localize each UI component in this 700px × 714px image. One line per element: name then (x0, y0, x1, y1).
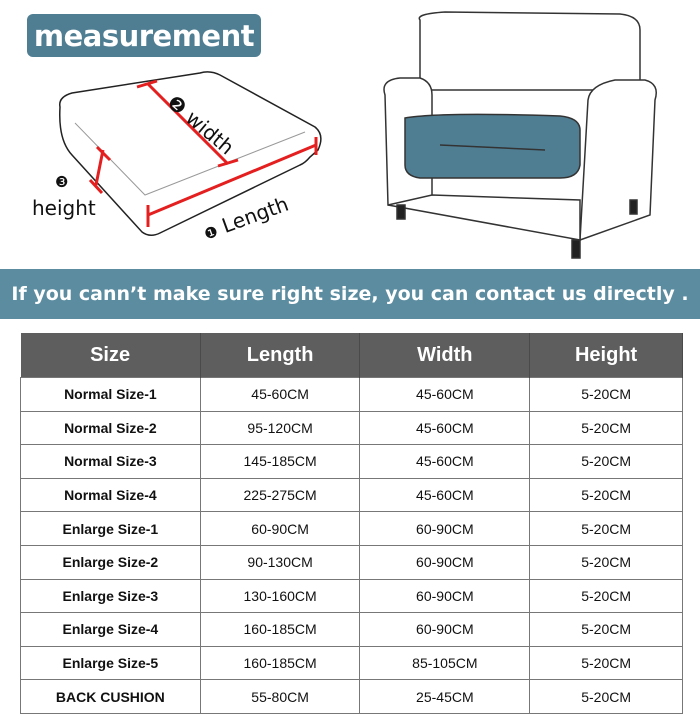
table-row: BACK CUSHION 55-80CM 25-45CM 5-20CM (20, 679, 683, 714)
table-row: Enlarge Size-1 60-90CM 60-90CM 5-20CM (20, 511, 683, 546)
height-number: ❸ (55, 173, 69, 191)
length-cell: 45-60CM (199, 377, 361, 412)
size-cell: BACK CUSHION (20, 679, 201, 714)
measurement-illustration (59, 11, 657, 259)
size-cell: Enlarge Size-2 (20, 544, 201, 580)
height-cell: 5-20CM (529, 578, 683, 614)
table-row: Normal Size-3 145-185CM 45-60CM 5-20CM (20, 444, 683, 479)
length-cell: 90-130CM (199, 544, 361, 580)
height-cell: 5-20CM (529, 645, 683, 681)
size-cell: Enlarge Size-3 (20, 578, 201, 614)
header-length: Length (200, 333, 361, 378)
contact-banner: If you cann’t make sure right size, you … (0, 269, 700, 319)
table-row: Enlarge Size-5 160-185CM 85-105CM 5-20CM (20, 645, 683, 681)
width-cell: 60-90CM (359, 511, 531, 546)
length-cell: 160-185CM (199, 612, 361, 647)
header-width: Width (359, 333, 531, 378)
table-row: Normal Size-4 225-275CM 45-60CM 5-20CM (20, 477, 683, 513)
size-cell: Enlarge Size-5 (20, 645, 201, 681)
width-cell: 45-60CM (359, 444, 531, 479)
table-row: Normal Size-1 45-60CM 45-60CM 5-20CM (20, 377, 683, 412)
height-cell: 5-20CM (529, 679, 683, 714)
length-cell: 60-90CM (199, 511, 361, 546)
length-cell: 160-185CM (199, 645, 361, 681)
length-cell: 130-160CM (199, 578, 361, 614)
size-cell: Normal Size-3 (20, 444, 201, 479)
width-cell: 60-90CM (359, 612, 531, 647)
size-cell: Normal Size-4 (20, 477, 201, 513)
height-cell: 5-20CM (529, 477, 683, 513)
header-height: Height (529, 333, 683, 378)
size-cell: Normal Size-2 (20, 410, 201, 446)
header-size: Size (20, 333, 201, 378)
height-label: height (32, 196, 96, 220)
height-cell: 5-20CM (529, 377, 683, 412)
size-cell: Normal Size-1 (20, 377, 201, 412)
width-cell: 45-60CM (359, 477, 531, 513)
width-cell: 60-90CM (359, 544, 531, 580)
length-cell: 145-185CM (199, 444, 361, 479)
table-row: Enlarge Size-4 160-185CM 60-90CM 5-20CM (20, 612, 683, 647)
height-cell: 5-20CM (529, 544, 683, 580)
height-cell: 5-20CM (529, 612, 683, 647)
width-cell: 85-105CM (359, 645, 531, 681)
length-cell: 55-80CM (199, 679, 361, 714)
table-row: Enlarge Size-3 130-160CM 60-90CM 5-20CM (20, 578, 683, 614)
measurement-title: measurement (27, 14, 261, 57)
width-cell: 25-45CM (359, 679, 531, 714)
height-cell: 5-20CM (529, 410, 683, 446)
length-cell: 225-275CM (199, 477, 361, 513)
table-row: Normal Size-2 95-120CM 45-60CM 5-20CM (20, 410, 683, 446)
width-cell: 45-60CM (359, 377, 531, 412)
size-table: Size Length Width Height Normal Size-1 45-60… (20, 333, 683, 714)
armchair-illustration (383, 11, 657, 259)
measure-lines (88, 79, 318, 227)
width-cell: 45-60CM (359, 410, 531, 446)
table-row: Enlarge Size-2 90-130CM 60-90CM 5-20CM (20, 544, 683, 580)
width-cell: 60-90CM (359, 578, 531, 614)
size-cell: Enlarge Size-4 (20, 612, 201, 647)
height-cell: 5-20CM (529, 444, 683, 479)
height-cell: 5-20CM (529, 511, 683, 546)
size-cell: Enlarge Size-1 (20, 511, 201, 546)
length-cell: 95-120CM (199, 410, 361, 446)
